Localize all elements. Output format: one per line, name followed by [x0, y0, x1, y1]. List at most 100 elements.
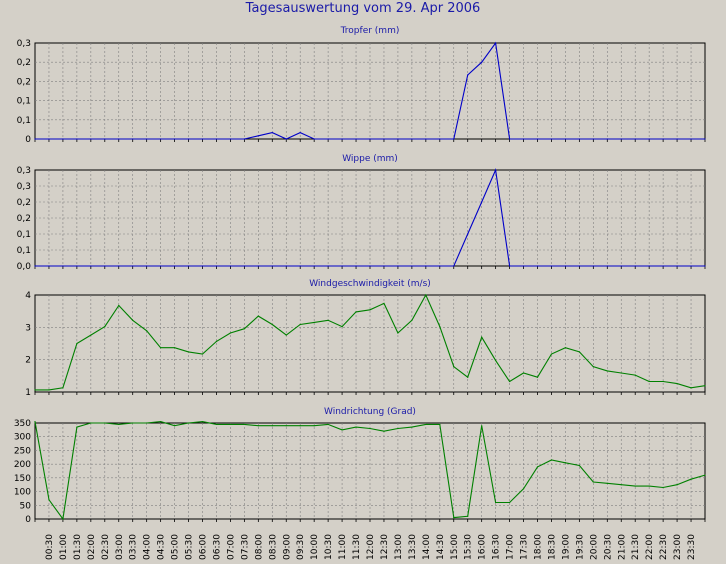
data-point: [704, 138, 706, 140]
data-point: [425, 265, 427, 267]
x-tick-label: 20:00: [589, 534, 599, 560]
y-tick-label: 0,2: [17, 198, 31, 208]
chart-panel-2: Wippe (mm) 0,0 0,1 0,1 0,2 0,2 0,3 0,3: [17, 154, 706, 272]
x-tick-label: 09:00: [282, 534, 292, 560]
x-tick-label: 02:30: [101, 534, 111, 560]
data-point: [536, 376, 539, 378]
data-point: [495, 359, 497, 361]
data-point: [173, 425, 176, 427]
data-point: [187, 422, 190, 424]
data-point: [118, 265, 120, 267]
data-point: [369, 309, 371, 311]
x-tick-label: 19:30: [575, 534, 585, 560]
data-point: [118, 423, 120, 425]
x-tick-label: 01:00: [59, 534, 69, 560]
data-point: [467, 376, 469, 378]
data-point: [397, 138, 399, 140]
panel-title: Wippe (mm): [342, 154, 398, 164]
data-point: [257, 315, 259, 317]
data-point: [425, 138, 427, 140]
x-tick-label: 05:30: [185, 534, 195, 560]
x-tick-label: 08:00: [254, 534, 264, 560]
x-tick-label: 21:00: [617, 534, 627, 560]
data-point: [132, 422, 134, 424]
data-point: [201, 421, 204, 423]
data-point: [243, 328, 245, 330]
x-tick-label: 18:30: [547, 534, 557, 560]
x-tick-label: 04:30: [157, 534, 167, 560]
data-point: [90, 422, 92, 424]
data-point: [648, 485, 650, 487]
y-tick-label: 0,2: [17, 214, 31, 224]
data-point: [495, 42, 497, 44]
x-tick-label: 10:00: [310, 534, 320, 560]
chart-panel-1: Tropfer (mm) 0 0,1 0,1 0,2 0,2 0,3: [17, 26, 706, 145]
data-point: [578, 265, 580, 267]
data-point: [704, 474, 706, 476]
data-point: [522, 138, 525, 140]
data-point: [411, 265, 413, 267]
data-point: [690, 138, 692, 140]
data-point: [676, 484, 678, 486]
data-point: [299, 265, 301, 267]
data-point: [173, 347, 176, 349]
data-point: [173, 265, 176, 267]
data-point: [508, 138, 511, 140]
data-point: [704, 265, 706, 267]
data-point: [690, 387, 692, 389]
data-point: [313, 425, 315, 427]
data-point: [34, 421, 36, 423]
y-tick-label: 0,0: [17, 262, 32, 272]
data-point: [160, 265, 162, 267]
y-tick-label: 4: [25, 291, 31, 301]
data-point: [369, 427, 371, 430]
data-point: [327, 138, 329, 140]
data-point: [606, 265, 608, 267]
data-point: [495, 501, 497, 504]
x-tick-label: 01:30: [73, 534, 83, 560]
data-point: [271, 265, 273, 267]
data-point: [104, 326, 106, 328]
data-point: [397, 265, 399, 267]
data-point: [508, 380, 511, 383]
data-point: [90, 334, 92, 336]
data-point: [355, 426, 357, 428]
data-point: [383, 430, 385, 432]
data-point: [257, 135, 259, 137]
data-point: [564, 462, 567, 464]
x-tick-label: 13:00: [394, 534, 404, 560]
x-tick-label: 11:00: [338, 534, 348, 560]
x-tick-label: 07:00: [226, 534, 236, 560]
data-point: [383, 138, 385, 140]
data-point: [536, 138, 539, 140]
data-point: [341, 429, 343, 431]
data-point: [285, 425, 287, 427]
data-point: [355, 138, 357, 140]
y-tick-label: 0,1: [17, 116, 31, 126]
data-point: [606, 370, 608, 372]
data-point: [90, 138, 92, 140]
data-point: [76, 342, 78, 345]
x-tick-label: 06:30: [212, 534, 222, 560]
data-point: [118, 138, 120, 140]
panel-title: Tropfer (mm): [340, 26, 400, 36]
x-tick-label: 12:30: [380, 534, 390, 560]
y-tick-label: 350: [14, 419, 31, 429]
chart-panel-4: Windrichtung (Grad) 0 50 100 150 200 250 300 350: [14, 407, 706, 525]
y-tick-label: 0,1: [17, 97, 31, 107]
data-point: [704, 385, 706, 387]
data-point: [453, 517, 455, 519]
data-point: [481, 61, 483, 63]
x-tick-label: 03:30: [129, 534, 139, 560]
data-point: [592, 265, 594, 267]
data-point: [243, 423, 245, 425]
data-point: [467, 74, 469, 76]
data-point: [243, 138, 245, 140]
data-point: [201, 265, 204, 267]
data-point: [187, 265, 190, 267]
data-point: [411, 426, 413, 428]
data-point: [271, 132, 273, 134]
data-point: [676, 265, 678, 267]
data-point: [104, 265, 106, 267]
